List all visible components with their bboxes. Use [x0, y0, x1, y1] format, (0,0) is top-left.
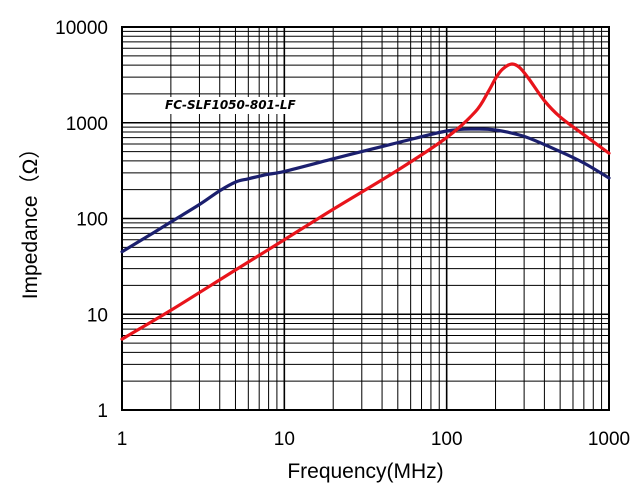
x-tick-label: 100	[431, 429, 463, 450]
y-tick-label: 10000	[55, 18, 108, 39]
x-tick-label: 10	[274, 429, 295, 450]
y-axis-title: Impedance（Ω）	[19, 138, 42, 300]
plot-frame	[121, 26, 610, 411]
series-layer	[120, 62, 611, 341]
x-axis-title: Frequency(MHz)	[287, 460, 443, 483]
annotation-layer: FC-SLF1050-801-LF	[160, 97, 306, 114]
series-line-2	[120, 62, 611, 341]
y-tick-label: 100	[76, 210, 108, 231]
y-tick-label: 10	[87, 305, 108, 326]
y-tick-label: 1000	[66, 114, 108, 135]
y-tick-label: 1	[97, 401, 108, 422]
y-tick-labels: 1 10 100 1000 10000	[55, 18, 108, 422]
annotation-label: FC-SLF1050-801-LF	[165, 98, 297, 112]
annotation-background	[160, 97, 306, 114]
x-tick-label: 1	[117, 429, 128, 450]
series-line-1	[120, 127, 611, 254]
x-tick-label: 1000	[588, 429, 630, 450]
x-tick-labels: 1 10 100 1000	[117, 429, 630, 450]
